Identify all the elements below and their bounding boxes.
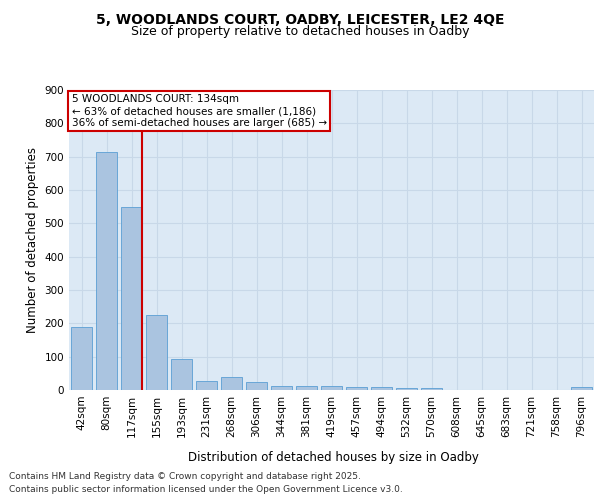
Bar [346, 388, 367, 390]
Text: 5, WOODLANDS COURT, OADBY, LEICESTER, LE2 4QE: 5, WOODLANDS COURT, OADBY, LEICESTER, LE… [96, 12, 504, 26]
Text: Distribution of detached houses by size in Oadby: Distribution of detached houses by size … [188, 451, 478, 464]
Text: Contains public sector information licensed under the Open Government Licence v3: Contains public sector information licen… [9, 485, 403, 494]
Bar [196, 380, 217, 390]
Bar [396, 388, 417, 390]
Bar [571, 388, 592, 390]
Bar [146, 315, 167, 390]
Bar [121, 208, 142, 390]
Bar [321, 386, 342, 390]
Bar [221, 376, 242, 390]
Bar [296, 386, 317, 390]
Bar [271, 386, 292, 390]
Text: 5 WOODLANDS COURT: 134sqm
← 63% of detached houses are smaller (1,186)
36% of se: 5 WOODLANDS COURT: 134sqm ← 63% of detac… [71, 94, 327, 128]
Bar [421, 388, 442, 390]
Text: Contains HM Land Registry data © Crown copyright and database right 2025.: Contains HM Land Registry data © Crown c… [9, 472, 361, 481]
Bar [71, 326, 92, 390]
Y-axis label: Number of detached properties: Number of detached properties [26, 147, 39, 333]
Bar [171, 359, 192, 390]
Bar [246, 382, 267, 390]
Bar [96, 152, 117, 390]
Text: Size of property relative to detached houses in Oadby: Size of property relative to detached ho… [131, 25, 469, 38]
Bar [371, 388, 392, 390]
